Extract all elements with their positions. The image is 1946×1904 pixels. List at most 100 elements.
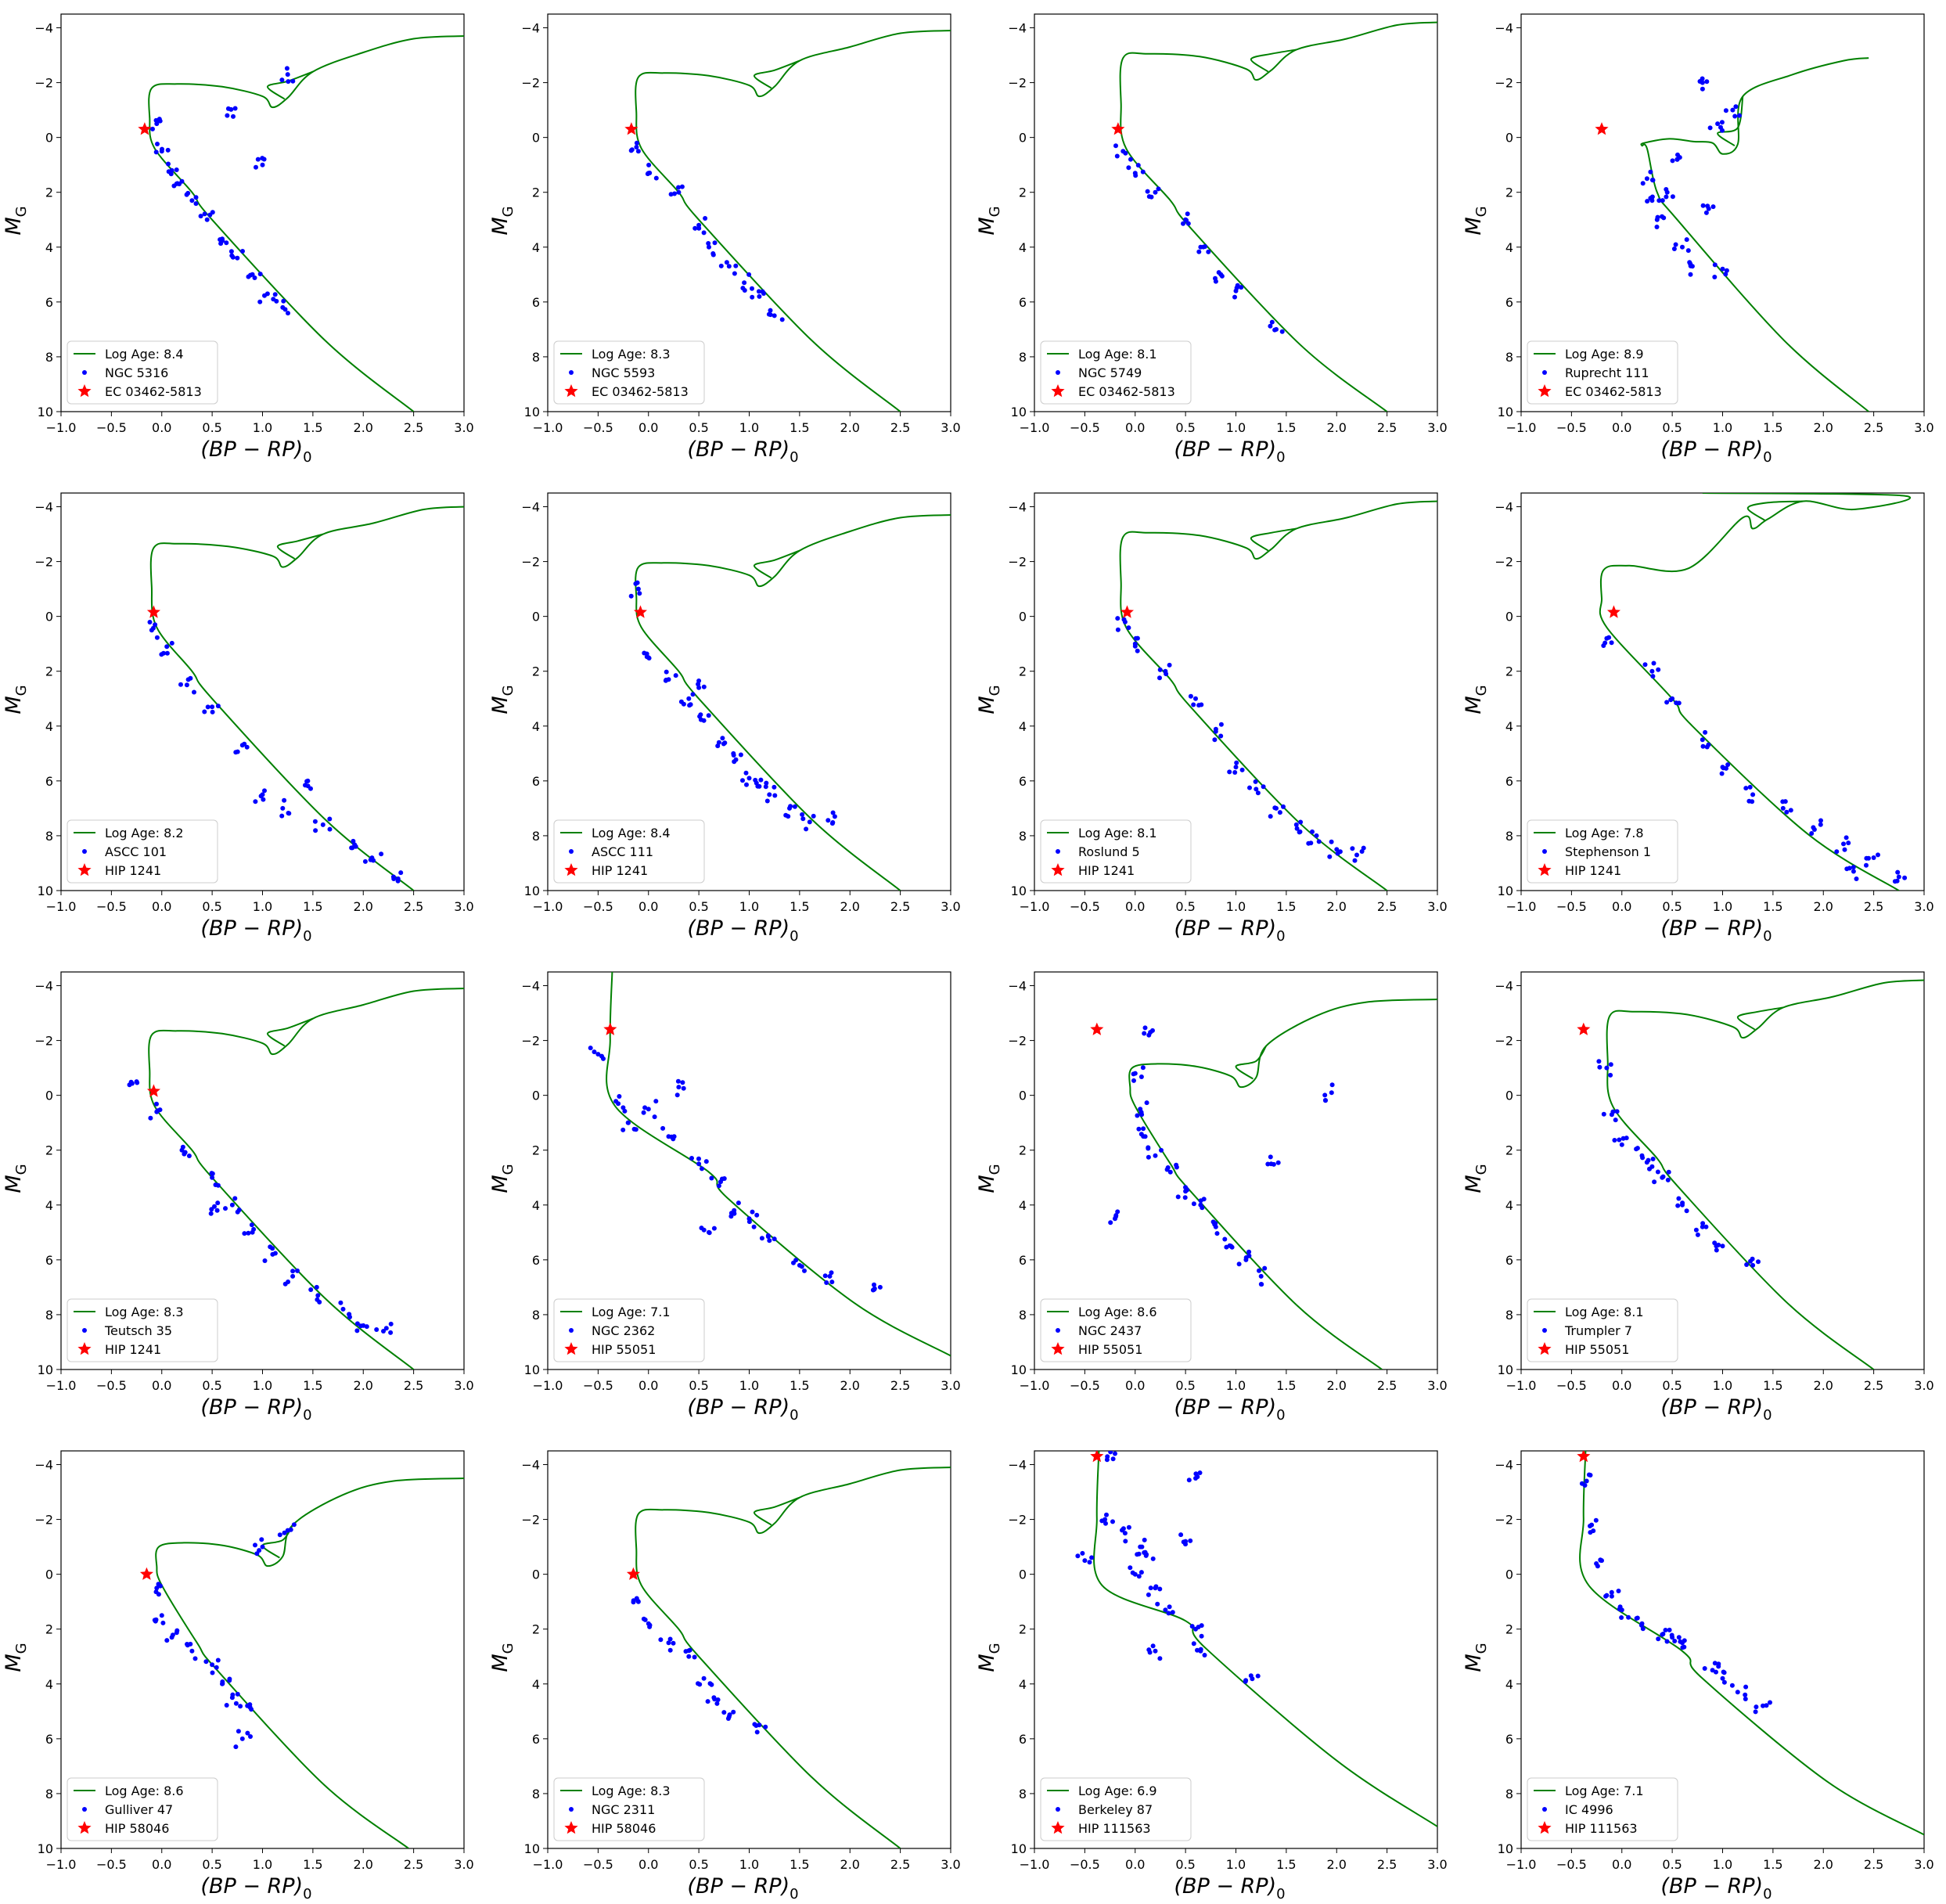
member-point <box>1680 244 1685 250</box>
member-point <box>1674 157 1680 162</box>
x-tick-label: 3.0 <box>941 1857 960 1872</box>
member-point <box>317 1299 322 1305</box>
y-tick-label: −4 <box>521 1458 540 1473</box>
legend-star-swatch <box>77 1821 92 1834</box>
member-point <box>645 171 650 177</box>
x-axis-label: (BP − RP)0 <box>200 437 311 466</box>
x-tick-label: 1.0 <box>1713 1378 1732 1393</box>
y-axis-label: MG <box>2 1164 30 1193</box>
y-tick-label: 2 <box>1505 1622 1513 1637</box>
member-point <box>214 1665 219 1670</box>
x-tick-label: −0.5 <box>1556 899 1587 914</box>
legend-box <box>1040 819 1192 884</box>
member-point <box>830 820 836 825</box>
legend-star-name: HIP 58046 <box>105 1821 169 1836</box>
plot-area <box>626 1467 951 1848</box>
member-point <box>354 1321 360 1326</box>
member-point <box>1665 1177 1671 1182</box>
member-point <box>1167 662 1172 668</box>
y-tick-label: 8 <box>45 350 53 365</box>
legend-star-swatch <box>1051 863 1065 876</box>
member-point <box>1146 1145 1151 1150</box>
member-point <box>262 788 267 794</box>
x-tick-label: 2.5 <box>890 1857 910 1872</box>
member-point <box>229 253 235 258</box>
legend-star-name: HIP 1241 <box>1078 863 1135 878</box>
member-point <box>189 198 195 203</box>
member-points <box>1115 616 1366 863</box>
member-point <box>613 1099 619 1104</box>
legend-star-swatch <box>564 1342 578 1355</box>
member-point <box>1784 809 1790 815</box>
member-point <box>1239 767 1245 772</box>
member-point <box>210 1670 215 1675</box>
cmd-panel: −1.0 −0.5 0.0 0.5 1.0 1.5 2.0 2.5 3.0 −4 −2 0 2 4 6 8 10… <box>975 492 1448 945</box>
plot-area <box>1595 57 1869 412</box>
member-point <box>259 1537 264 1542</box>
member-point <box>1647 1166 1652 1172</box>
member-point <box>588 1046 593 1051</box>
x-tick-label: 1.5 <box>1763 1857 1782 1872</box>
member-point <box>1140 169 1146 175</box>
member-point <box>1262 1265 1268 1271</box>
member-point <box>877 1284 883 1290</box>
member-point <box>1609 640 1614 646</box>
y-tick-label: 10 <box>524 1841 540 1856</box>
member-point <box>759 1236 764 1241</box>
member-point <box>1222 1236 1228 1242</box>
member-point <box>690 692 696 697</box>
member-point <box>286 811 292 816</box>
x-tick-label: 2.0 <box>840 1378 860 1393</box>
x-tick-label: 0.5 <box>689 420 708 435</box>
member-point <box>1138 1074 1144 1079</box>
member-point <box>229 1202 235 1208</box>
x-tick-label: 3.0 <box>1427 1378 1447 1393</box>
legend-cluster-name: Ruprecht 111 <box>1565 365 1649 380</box>
x-tick-label: −0.5 <box>96 899 127 914</box>
legend-cluster-name: Stephenson 1 <box>1565 844 1651 859</box>
plot-area <box>628 514 951 891</box>
y-tick-label: 0 <box>532 1089 540 1103</box>
y-tick-label: 4 <box>532 719 540 734</box>
x-tick-label: −0.5 <box>1070 1378 1100 1393</box>
member-point <box>1153 1648 1158 1654</box>
target-star-marker <box>1577 1022 1591 1035</box>
member-point <box>233 1701 239 1706</box>
y-tick-label: 4 <box>45 1198 53 1213</box>
member-point <box>1163 1607 1168 1613</box>
member-point <box>1747 784 1753 790</box>
member-point <box>272 1251 278 1256</box>
member-point <box>1680 1200 1685 1206</box>
legend-star-swatch <box>77 863 92 876</box>
member-point <box>1656 1636 1661 1642</box>
member-point <box>1782 799 1788 804</box>
x-tick-label: 0.5 <box>202 1857 221 1872</box>
member-point <box>767 792 772 797</box>
x-tick-label: 2.0 <box>354 1857 373 1872</box>
member-point <box>1642 662 1648 668</box>
x-tick-label: 1.0 <box>1226 1378 1246 1393</box>
legend: Log Age: 8.3 NGC 5593 EC 03462-5813 <box>553 340 705 405</box>
legend-log-age: Log Age: 7.1 <box>592 1305 671 1319</box>
x-tick-label: 3.0 <box>1914 420 1933 435</box>
member-point <box>1135 163 1141 168</box>
isochrone-line <box>155 1477 464 1848</box>
member-point <box>242 1231 247 1236</box>
member-point <box>1130 1570 1135 1575</box>
x-axis-label: (BP − RP)0 <box>1174 437 1285 466</box>
legend-cluster-name: IC 4996 <box>1565 1802 1613 1817</box>
legend-dot-swatch <box>569 1328 574 1333</box>
member-point <box>286 79 291 85</box>
member-point <box>202 211 207 217</box>
member-point <box>746 272 752 277</box>
member-point <box>1712 275 1718 279</box>
y-tick-label: 4 <box>1019 1677 1027 1692</box>
y-tick-label: 6 <box>45 1732 53 1747</box>
y-tick-label: 6 <box>1505 1253 1513 1268</box>
legend-box <box>1527 1777 1678 1841</box>
x-tick-label: 0.0 <box>1125 899 1145 914</box>
member-point <box>155 142 160 146</box>
y-tick-label: −2 <box>521 1513 540 1528</box>
member-point <box>209 1207 214 1212</box>
legend-cluster-name: ASCC 101 <box>105 844 167 859</box>
